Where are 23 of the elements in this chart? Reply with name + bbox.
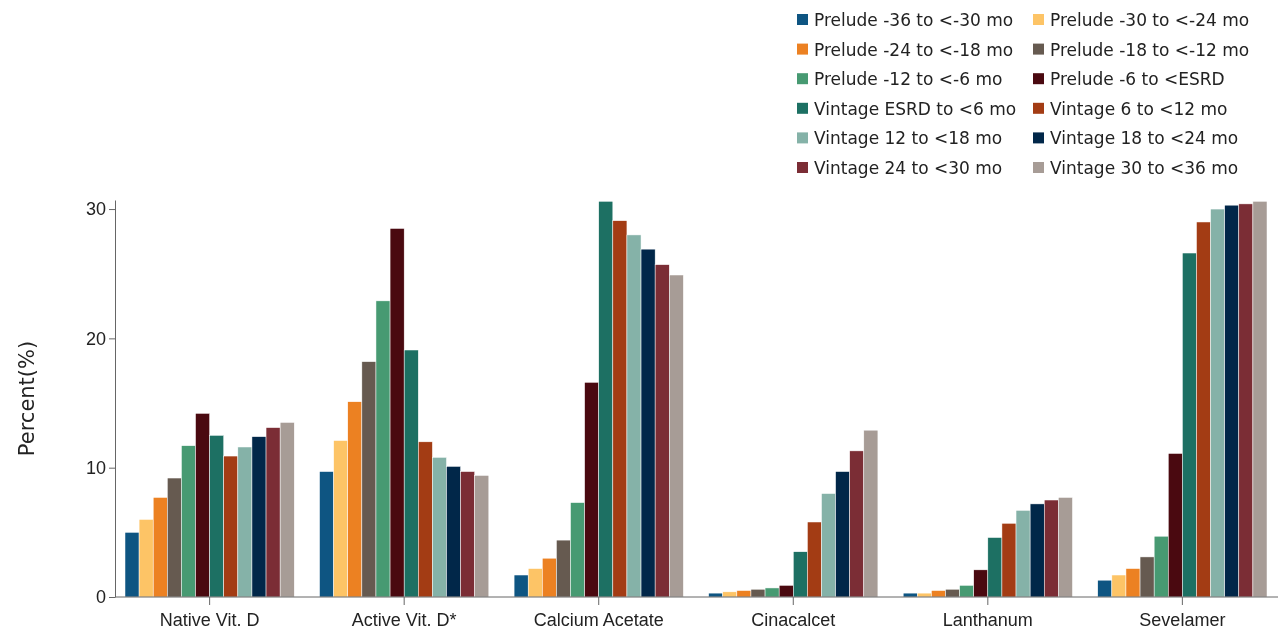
y-tick-label: 10 (85, 457, 106, 478)
y-tick-label: 20 (85, 328, 106, 349)
x-tick-label: Native Vit. D (159, 610, 260, 630)
x-tick-label: Active Vit. D* (351, 610, 457, 630)
legend-label: Prelude -24 to <-18 mo (814, 39, 1014, 60)
legend-label: Vintage 12 to <18 mo (814, 128, 1003, 149)
legend-label: Vintage 18 to <24 mo (1050, 128, 1239, 149)
y-tick-label: 30 (85, 199, 106, 220)
y-axis-title: Percent(%) (15, 340, 39, 457)
legend-label: Prelude -18 to <-12 mo (1050, 39, 1250, 60)
legend-label: Vintage ESRD to <6 mo (814, 98, 1017, 119)
y-tick-label: 0 (95, 587, 106, 608)
legend-label: Prelude -12 to <-6 mo (814, 69, 1003, 90)
legend-label: Prelude -30 to <-24 mo (1050, 9, 1250, 30)
legend-label: Prelude -6 to <ESRD (1050, 69, 1225, 90)
x-tick-label: Lanthanum (942, 610, 1033, 630)
x-tick-label: Sevelamer (1139, 610, 1226, 630)
x-tick-label: Cinacalcet (751, 610, 836, 630)
legend-label: Vintage 6 to <12 mo (1050, 98, 1228, 119)
legend-label: Prelude -36 to <-30 mo (814, 9, 1014, 30)
legend-label: Vintage 24 to <30 mo (814, 157, 1003, 178)
x-tick-label: Calcium Acetate (533, 610, 664, 630)
legend-label: Vintage 30 to <36 mo (1050, 157, 1239, 178)
